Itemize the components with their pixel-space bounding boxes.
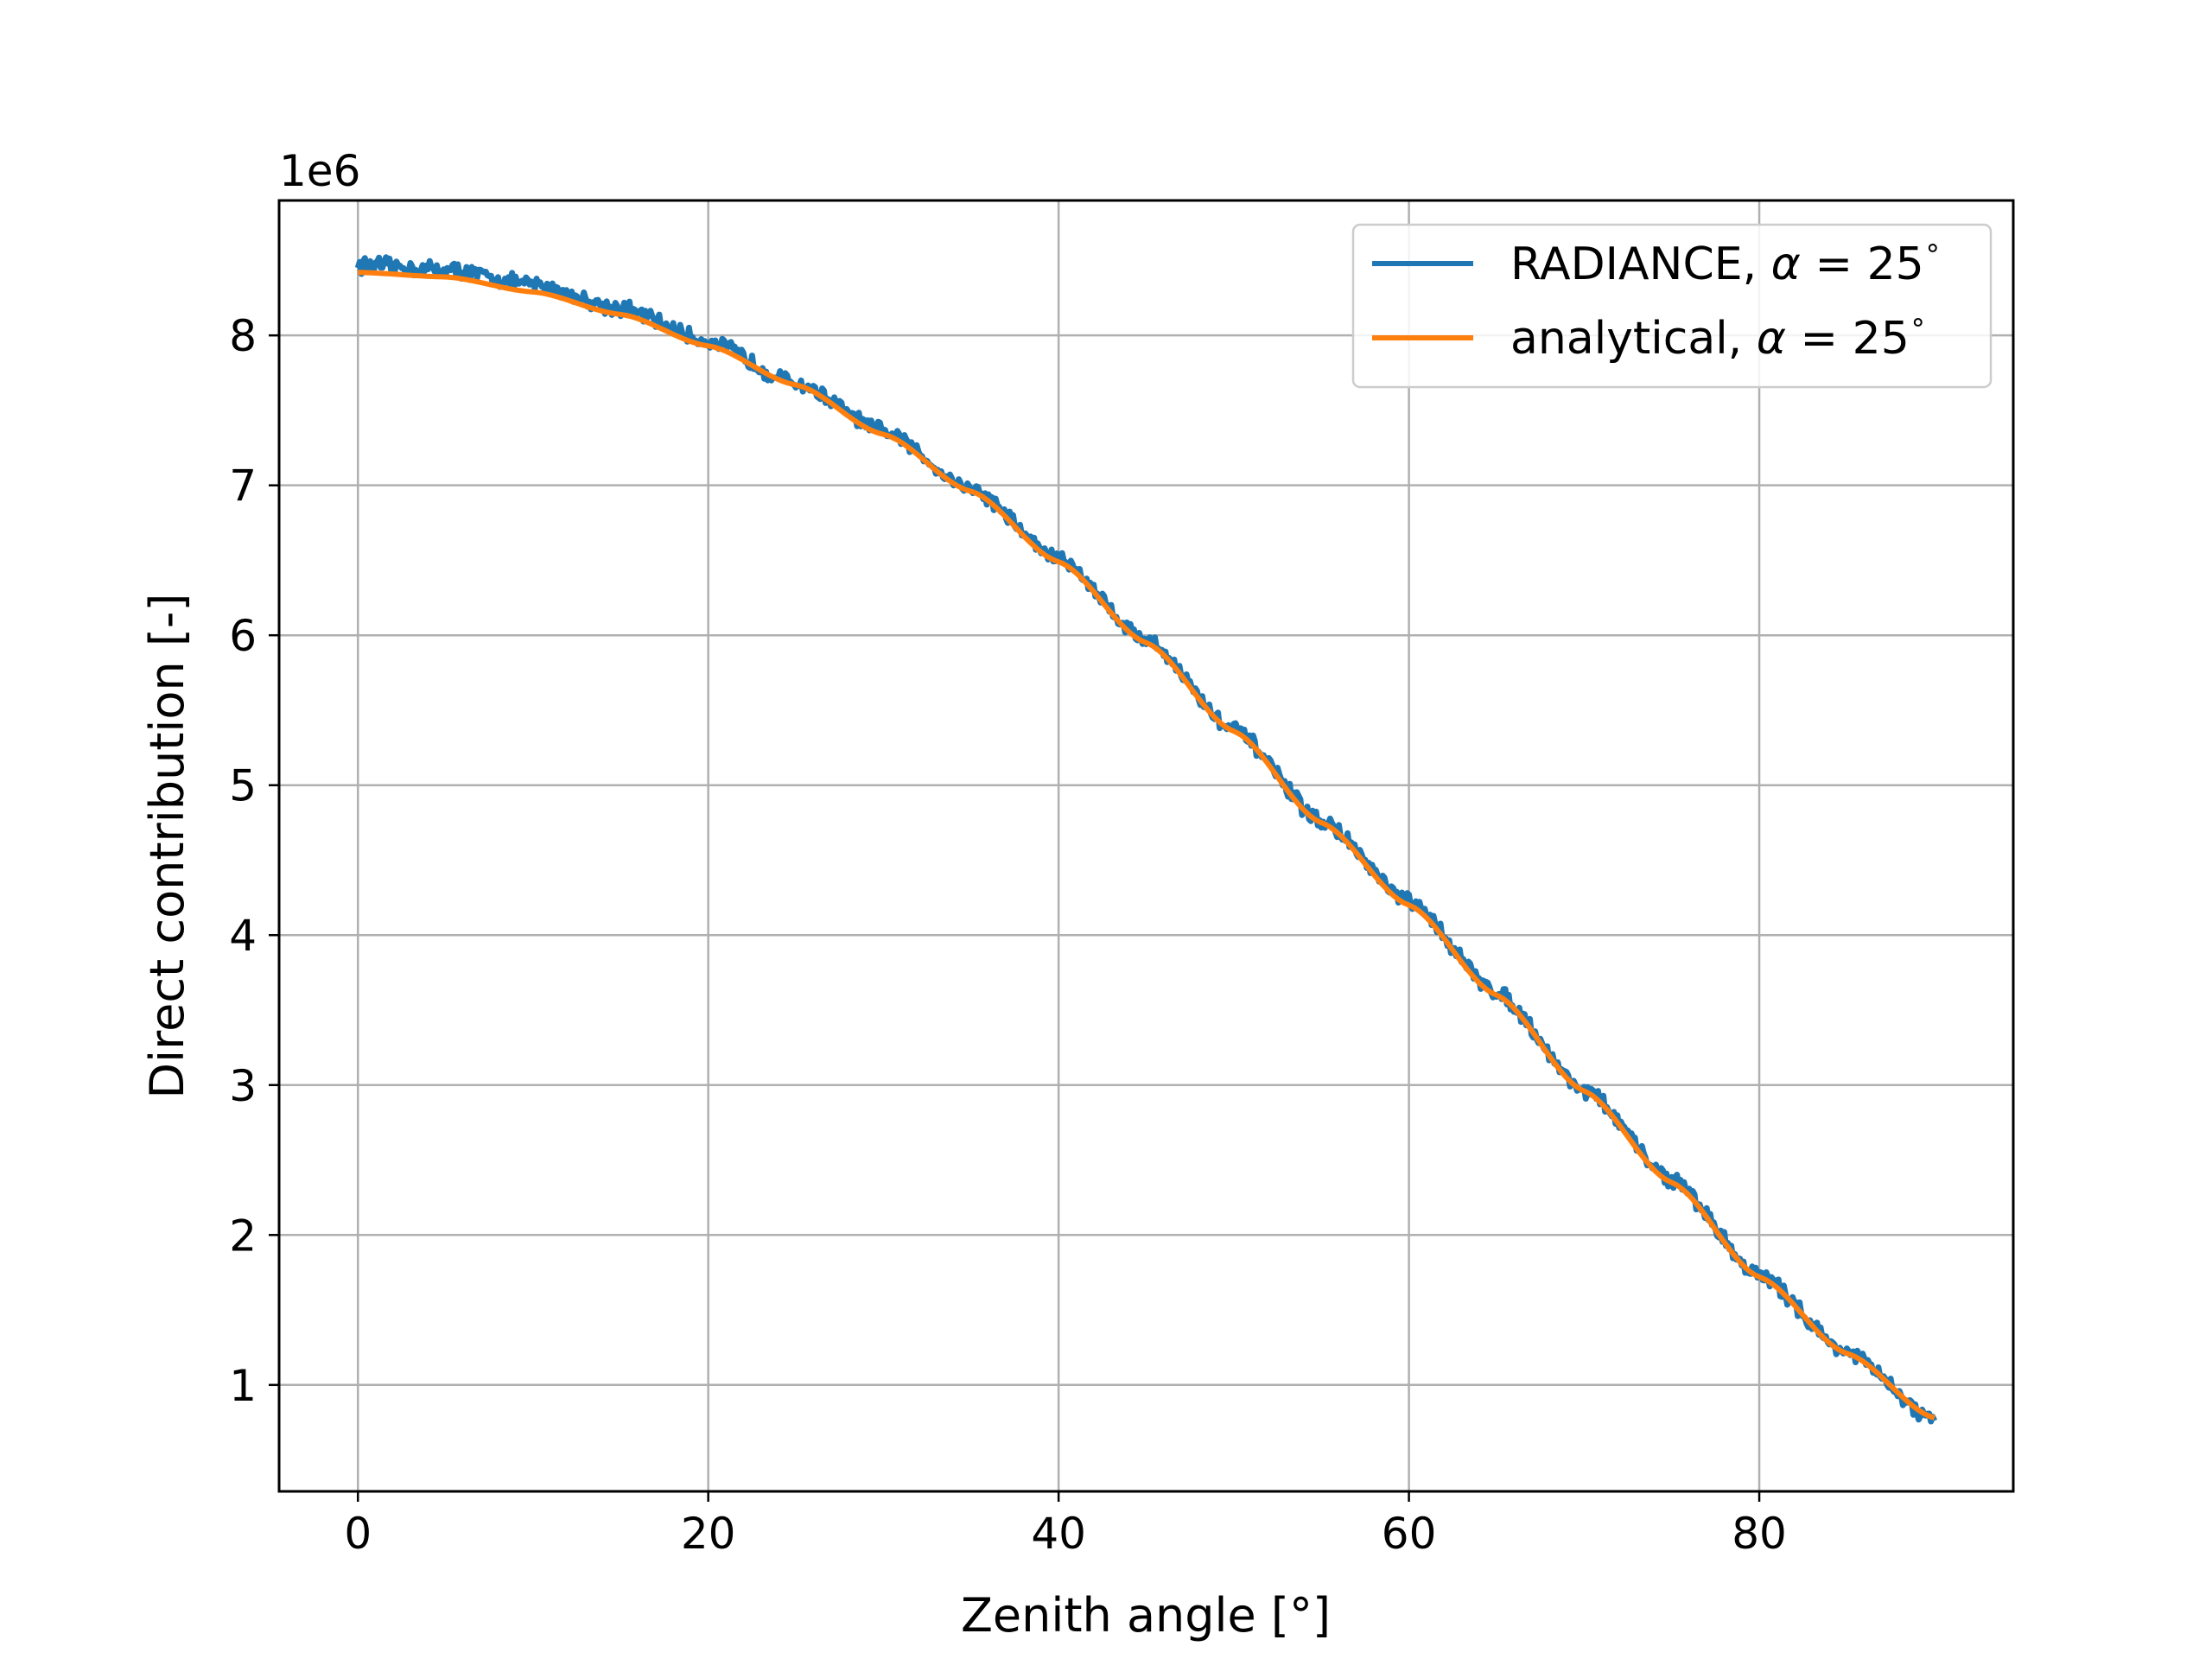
legend-label-analytical: analytical, α = 25∘ xyxy=(1510,305,1927,365)
y-tick-label: 1 xyxy=(229,1361,257,1411)
y-axis: 1 2 3 4 5 6 7 8 xyxy=(229,311,279,1411)
legend: RADIANCE, α = 25∘ analytical, α = 25∘ xyxy=(1351,223,1993,389)
y-tick-label: 5 xyxy=(229,761,257,811)
x-axis-label: Zenith angle [°] xyxy=(961,1588,1331,1643)
x-tick-label: 20 xyxy=(681,1509,736,1559)
x-tick-label: 80 xyxy=(1732,1509,1787,1559)
x-tick-label: 60 xyxy=(1382,1509,1437,1559)
legend-label-radiance: RADIANCE, α = 25∘ xyxy=(1510,231,1942,290)
y-tick-label: 8 xyxy=(229,311,257,361)
x-tick-label: 40 xyxy=(1031,1509,1086,1559)
series-layer xyxy=(354,254,1937,1425)
x-axis: 0 20 40 60 80 xyxy=(344,1491,1787,1559)
y-tick-label: 3 xyxy=(229,1061,257,1111)
grid xyxy=(279,200,2013,1491)
x-tick-label: 0 xyxy=(344,1509,372,1559)
y-tick-label: 6 xyxy=(229,611,257,661)
y-tick-label: 7 xyxy=(229,461,257,512)
legend-box xyxy=(1351,223,1993,389)
series-line-analytical xyxy=(358,270,1936,1421)
y-offset-label: 1e6 xyxy=(279,146,360,196)
y-axis-label: Direct contribution [-] xyxy=(140,594,194,1099)
y-tick-label: 2 xyxy=(229,1211,257,1261)
y-tick-label: 4 xyxy=(229,911,257,961)
axes-frame xyxy=(277,199,2015,1493)
